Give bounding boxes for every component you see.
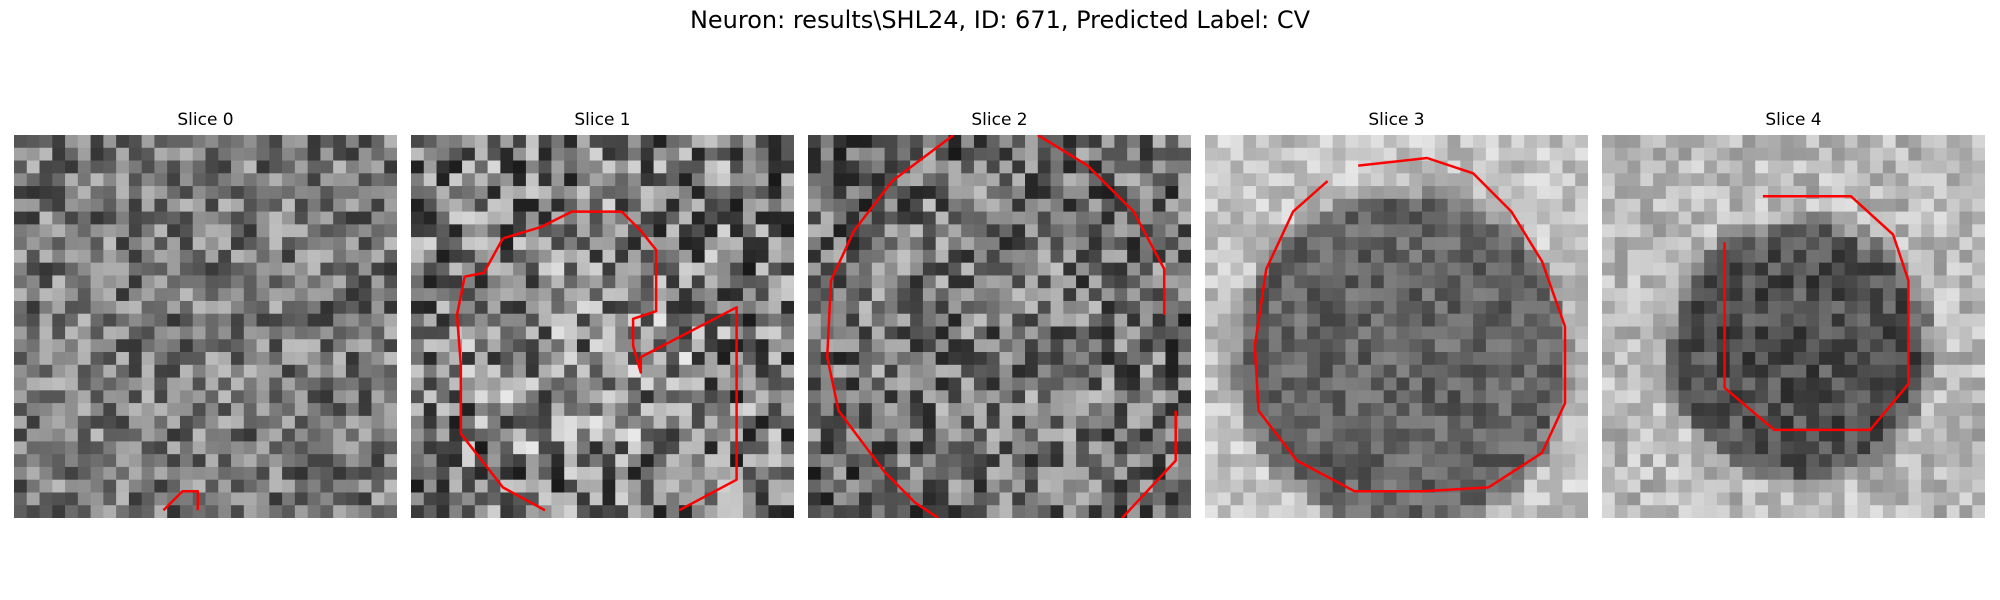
slice-title: Slice 3 bbox=[1368, 110, 1425, 130]
contour-outline bbox=[502, 210, 738, 512]
slice-title: Slice 4 bbox=[1765, 110, 1822, 130]
slice-title: Slice 1 bbox=[574, 110, 631, 130]
pixel-grid bbox=[14, 135, 397, 518]
slice-image-3 bbox=[1205, 135, 1588, 518]
slice-image-2 bbox=[808, 135, 1191, 518]
slice-panel-1: Slice 1 bbox=[411, 108, 794, 518]
slice-panel-3: Slice 3 bbox=[1205, 108, 1588, 518]
pixel-grid bbox=[808, 135, 1191, 518]
contour-outline bbox=[1121, 410, 1177, 518]
pixel-grid bbox=[411, 135, 794, 518]
pixel-grid bbox=[1602, 135, 1985, 518]
slice-panel-0: Slice 0 bbox=[14, 108, 397, 518]
slice-image-1 bbox=[411, 135, 794, 518]
slice-image-0 bbox=[14, 135, 397, 518]
contour-outline bbox=[162, 489, 200, 512]
contour-outline bbox=[1253, 156, 1567, 493]
figure-title: Neuron: results\SHL24, ID: 671, Predicte… bbox=[689, 6, 1311, 34]
contour-outline bbox=[1723, 195, 1910, 432]
contour-outline bbox=[455, 237, 546, 512]
slice-panel-2: Slice 2 bbox=[808, 108, 1191, 518]
pixel-grid bbox=[1205, 135, 1588, 518]
slice-panel-4: Slice 4 bbox=[1602, 108, 1985, 518]
contour-outline bbox=[1037, 135, 1166, 315]
slice-title: Slice 2 bbox=[971, 110, 1028, 130]
contour-outline bbox=[825, 135, 955, 518]
slice-image-4 bbox=[1602, 135, 1985, 518]
slice-title: Slice 0 bbox=[177, 110, 234, 130]
